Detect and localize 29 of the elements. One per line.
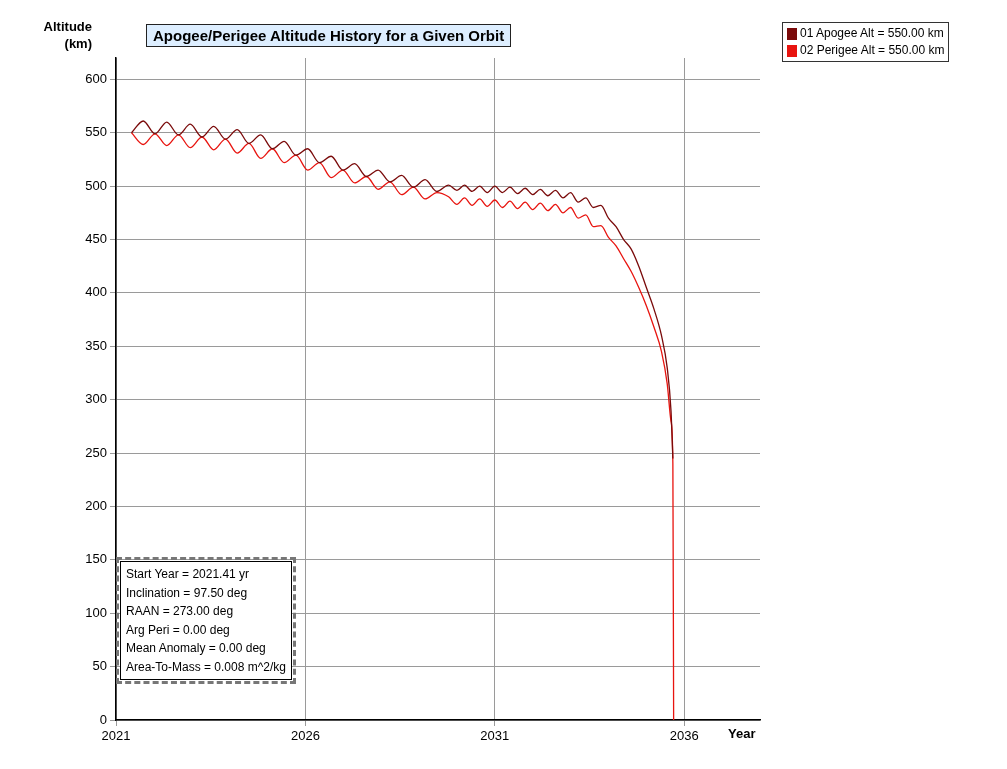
y-axis-title: Altitude (km) xyxy=(42,18,92,52)
y-tick-label: 0 xyxy=(99,711,107,727)
legend-label: 01 Apogee Alt = 550.00 km xyxy=(800,25,944,42)
line-series xyxy=(130,120,674,460)
y-tick-label: 150 xyxy=(85,551,107,567)
y-tick-label: 550 xyxy=(85,124,107,140)
y-tick-label: 100 xyxy=(85,604,107,620)
y-tick-label: 350 xyxy=(85,337,107,353)
y-tick-label: 600 xyxy=(85,70,107,86)
annotation: Area-To-Mass = 0.008 m^2/kg xyxy=(126,658,287,676)
y-tick-label: 50 xyxy=(92,658,107,674)
annotation: Inclination = 97.50 deg xyxy=(126,584,249,602)
annotation: RAAN = 273.00 deg xyxy=(126,603,235,620)
y-tick-label: 250 xyxy=(85,444,107,460)
x-tick-label: 2036 xyxy=(669,728,699,744)
y-tick-label: 200 xyxy=(85,498,107,514)
y-tick-label: 500 xyxy=(85,177,107,193)
x-tick-label: 2021 xyxy=(101,728,131,744)
annotation: Arg Peri = 0.00 deg xyxy=(126,621,231,639)
legend-label: 02 Perigee Alt = 550.00 km xyxy=(800,42,945,59)
x-tick-label: 2031 xyxy=(480,728,510,744)
x-tick-label: 2026 xyxy=(290,728,320,744)
y-tick-label: 450 xyxy=(85,231,107,247)
y-tick-label: 300 xyxy=(85,391,107,407)
annotation: Mean Anomaly = 0.00 deg xyxy=(126,640,267,657)
chart-title: Apogee/Perigee Altitude History for a Given Orbit xyxy=(146,24,512,47)
annotation: Start Year = 2021.41 yr xyxy=(126,566,251,583)
x-axis-title: Year xyxy=(728,726,756,741)
y-tick-label: 400 xyxy=(85,284,107,300)
